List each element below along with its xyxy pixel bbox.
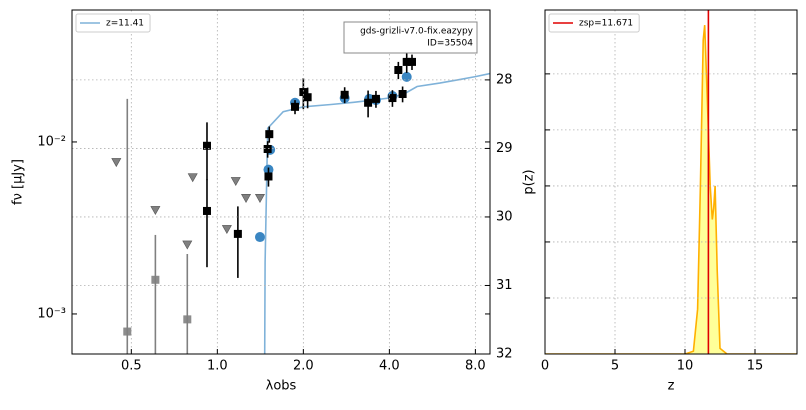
annotation-box (343, 21, 478, 54)
y2-tick-label: 29 (496, 141, 513, 156)
data-point (364, 98, 373, 107)
data-point (303, 93, 312, 102)
legend-box (548, 13, 640, 33)
annotation-line: gds-grizli-v7.0-fix.eazypy (360, 27, 474, 37)
data-point (123, 327, 132, 336)
y2-tick-label: 31 (496, 278, 513, 293)
data-point (407, 57, 416, 66)
legend-box (75, 13, 151, 33)
y-tick-label: 10⁻³ (37, 306, 66, 321)
axes-frame (544, 9, 798, 355)
model-point (401, 71, 412, 82)
upper-limit (254, 194, 265, 203)
upper-limit (150, 206, 161, 216)
data-point (263, 144, 272, 153)
data-point (264, 172, 273, 181)
data-point (388, 94, 397, 103)
data-point (340, 90, 349, 99)
data-point (233, 229, 242, 238)
x-axis-label: z (668, 379, 675, 394)
data-point (402, 57, 411, 66)
x-tick-label: 4.0 (379, 359, 400, 374)
upper-limit (182, 240, 193, 250)
data-point (202, 206, 211, 215)
upper-limit (111, 158, 122, 168)
upper-limit (221, 225, 232, 235)
y2-tick-label: 28 (496, 72, 513, 87)
x-tick-label: 8.0 (465, 359, 486, 374)
data-point (265, 130, 274, 139)
x-tick-label: 2.0 (293, 359, 314, 374)
data-point (202, 141, 211, 150)
sed-line (263, 72, 490, 354)
y2-tick-label: 30 (496, 209, 513, 224)
x-axis-label: λobs (266, 379, 297, 394)
legend-label: z=11.41 (106, 19, 144, 29)
data-point (151, 275, 160, 284)
legend-label: zsp=11.671 (579, 19, 633, 29)
x-tick-label: 0 (541, 359, 549, 374)
data-point (394, 66, 403, 75)
x-tick-label: 1.0 (207, 359, 228, 374)
data-point (183, 315, 192, 324)
upper-limit (187, 173, 198, 183)
data-point (291, 102, 300, 111)
model-point (254, 232, 265, 243)
y2-tick-label: 32 (496, 347, 513, 362)
upper-limit (241, 194, 252, 203)
plot-area (111, 52, 490, 354)
axes-frame (71, 9, 491, 355)
area-fill (545, 25, 797, 354)
annotation-line: ID=35504 (427, 39, 473, 49)
x-tick-label: 0.5 (121, 359, 142, 374)
y-tick-label: 10⁻² (37, 134, 66, 149)
upper-limit (230, 177, 241, 186)
x-tick-label: 15 (747, 359, 764, 374)
x-tick-label: 5 (611, 359, 619, 374)
plot-area (545, 10, 797, 354)
data-point (299, 88, 308, 97)
x-tick-label: 10 (677, 359, 694, 374)
data-point (371, 94, 380, 103)
y-axis-label: fν [μJy] (11, 159, 26, 205)
pz-curve (545, 25, 797, 354)
y-axis-label: p(z) (522, 169, 537, 194)
data-point (398, 90, 407, 99)
